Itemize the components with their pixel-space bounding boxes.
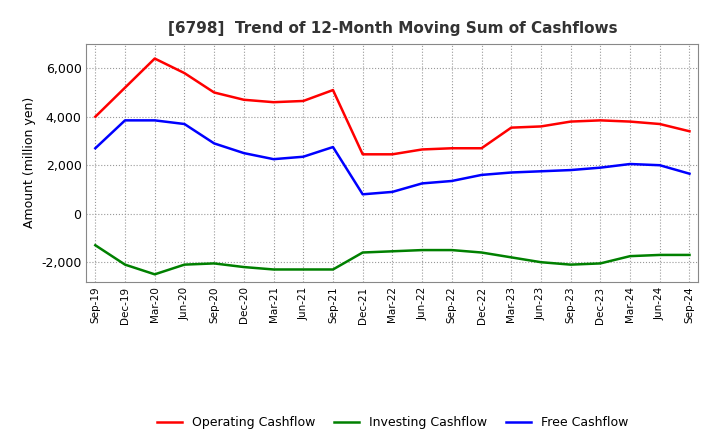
Free Cashflow bbox=[418, 181, 426, 186]
Free Cashflow bbox=[121, 118, 130, 123]
Line: Operating Cashflow: Operating Cashflow bbox=[95, 59, 690, 154]
Free Cashflow bbox=[567, 168, 575, 173]
Investing Cashflow bbox=[328, 267, 337, 272]
Free Cashflow bbox=[507, 170, 516, 175]
Investing Cashflow bbox=[269, 267, 278, 272]
Investing Cashflow bbox=[418, 247, 426, 253]
Operating Cashflow bbox=[150, 56, 159, 61]
Investing Cashflow bbox=[626, 253, 634, 259]
Operating Cashflow bbox=[359, 152, 367, 157]
Free Cashflow bbox=[388, 189, 397, 194]
Free Cashflow bbox=[536, 169, 545, 174]
Investing Cashflow bbox=[655, 252, 664, 257]
Investing Cashflow bbox=[121, 262, 130, 267]
Free Cashflow bbox=[240, 150, 248, 156]
Y-axis label: Amount (million yen): Amount (million yen) bbox=[22, 97, 35, 228]
Operating Cashflow bbox=[210, 90, 218, 95]
Free Cashflow bbox=[448, 178, 456, 183]
Investing Cashflow bbox=[448, 247, 456, 253]
Operating Cashflow bbox=[180, 70, 189, 76]
Free Cashflow bbox=[359, 192, 367, 197]
Operating Cashflow bbox=[448, 146, 456, 151]
Operating Cashflow bbox=[388, 152, 397, 157]
Operating Cashflow bbox=[507, 125, 516, 130]
Operating Cashflow bbox=[91, 114, 99, 119]
Operating Cashflow bbox=[685, 128, 694, 134]
Investing Cashflow bbox=[180, 262, 189, 267]
Investing Cashflow bbox=[91, 242, 99, 248]
Investing Cashflow bbox=[359, 250, 367, 255]
Investing Cashflow bbox=[210, 261, 218, 266]
Free Cashflow bbox=[477, 172, 486, 178]
Investing Cashflow bbox=[388, 249, 397, 254]
Line: Investing Cashflow: Investing Cashflow bbox=[95, 245, 690, 274]
Investing Cashflow bbox=[240, 264, 248, 270]
Free Cashflow bbox=[91, 146, 99, 151]
Title: [6798]  Trend of 12-Month Moving Sum of Cashflows: [6798] Trend of 12-Month Moving Sum of C… bbox=[168, 21, 617, 36]
Operating Cashflow bbox=[596, 118, 605, 123]
Operating Cashflow bbox=[477, 146, 486, 151]
Operating Cashflow bbox=[328, 88, 337, 93]
Free Cashflow bbox=[328, 144, 337, 150]
Operating Cashflow bbox=[240, 97, 248, 103]
Operating Cashflow bbox=[567, 119, 575, 124]
Investing Cashflow bbox=[596, 261, 605, 266]
Operating Cashflow bbox=[655, 121, 664, 127]
Investing Cashflow bbox=[567, 262, 575, 267]
Operating Cashflow bbox=[626, 119, 634, 124]
Investing Cashflow bbox=[477, 250, 486, 255]
Investing Cashflow bbox=[299, 267, 307, 272]
Operating Cashflow bbox=[269, 99, 278, 105]
Investing Cashflow bbox=[536, 260, 545, 265]
Free Cashflow bbox=[685, 171, 694, 176]
Investing Cashflow bbox=[507, 255, 516, 260]
Free Cashflow bbox=[596, 165, 605, 170]
Operating Cashflow bbox=[418, 147, 426, 152]
Free Cashflow bbox=[655, 163, 664, 168]
Line: Free Cashflow: Free Cashflow bbox=[95, 121, 690, 194]
Operating Cashflow bbox=[536, 124, 545, 129]
Operating Cashflow bbox=[121, 85, 130, 90]
Investing Cashflow bbox=[150, 271, 159, 277]
Free Cashflow bbox=[299, 154, 307, 159]
Free Cashflow bbox=[150, 118, 159, 123]
Legend: Operating Cashflow, Investing Cashflow, Free Cashflow: Operating Cashflow, Investing Cashflow, … bbox=[152, 411, 633, 434]
Free Cashflow bbox=[269, 157, 278, 162]
Free Cashflow bbox=[626, 161, 634, 167]
Free Cashflow bbox=[180, 121, 189, 127]
Operating Cashflow bbox=[299, 98, 307, 103]
Investing Cashflow bbox=[685, 252, 694, 257]
Free Cashflow bbox=[210, 141, 218, 146]
